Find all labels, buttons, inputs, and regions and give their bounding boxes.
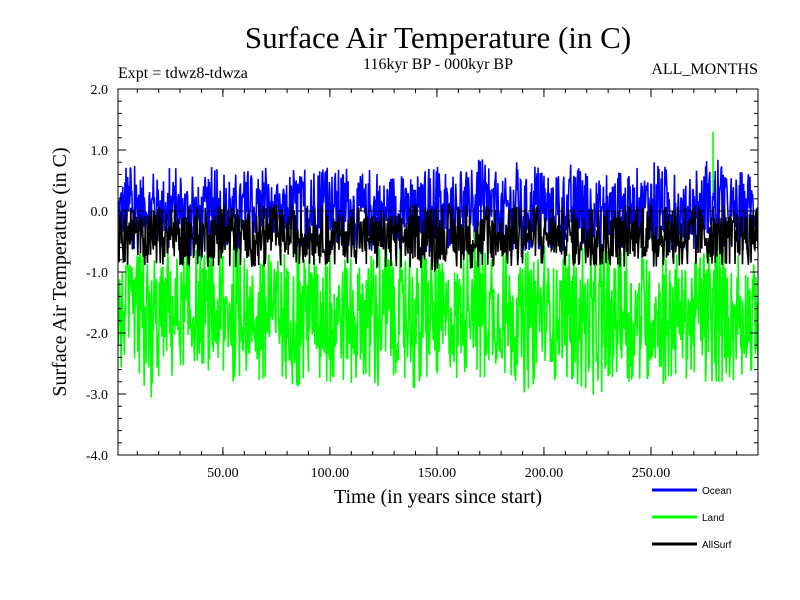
y-axis: -4.0 -3.0 -2.0 -1.0 0.0 1.0 2.0 (86, 83, 758, 464)
legend: Ocean Land AllSurf (652, 486, 732, 551)
series-layer (118, 131, 758, 398)
y-tick-label: 1.0 (91, 144, 109, 159)
x-tick-label: 250.00 (632, 466, 671, 481)
plot-area (118, 131, 758, 398)
series-line-ocean (118, 159, 758, 261)
y-axis-label: Surface Air Temperature (in C) (49, 147, 71, 396)
x-tick-label: 200.00 (525, 466, 564, 481)
x-axis: 50.00 100.00 150.00 200.00 250.00 (136, 89, 738, 481)
legend-label-land: Land (702, 513, 724, 524)
x-tick-label: 100.00 (311, 466, 350, 481)
chart-subtitle-right: ALL_MONTHS (651, 61, 758, 78)
y-tick-label: -3.0 (86, 388, 108, 403)
chart-subtitle-center: 116kyr BP - 000kyr BP (363, 56, 513, 73)
series-line-land (118, 228, 758, 398)
y-tick-label: 0.0 (91, 205, 109, 220)
x-axis-label: Time (in years since start) (334, 486, 542, 508)
series-line-allsurf (118, 202, 758, 273)
y-tick-label: 2.0 (91, 83, 109, 98)
y-tick-label: -1.0 (86, 266, 108, 281)
chart-subtitle-left: Expt = tdwz8-tdwza (118, 65, 248, 82)
legend-label-ocean: Ocean (702, 486, 731, 497)
x-tick-label: 50.00 (207, 466, 239, 481)
legend-label-allsurf: AllSurf (702, 540, 732, 551)
chart-title: Surface Air Temperature (in C) (245, 20, 631, 55)
x-tick-label: 150.00 (418, 466, 457, 481)
y-tick-label: -4.0 (86, 449, 108, 464)
y-tick-label: -2.0 (86, 327, 108, 342)
